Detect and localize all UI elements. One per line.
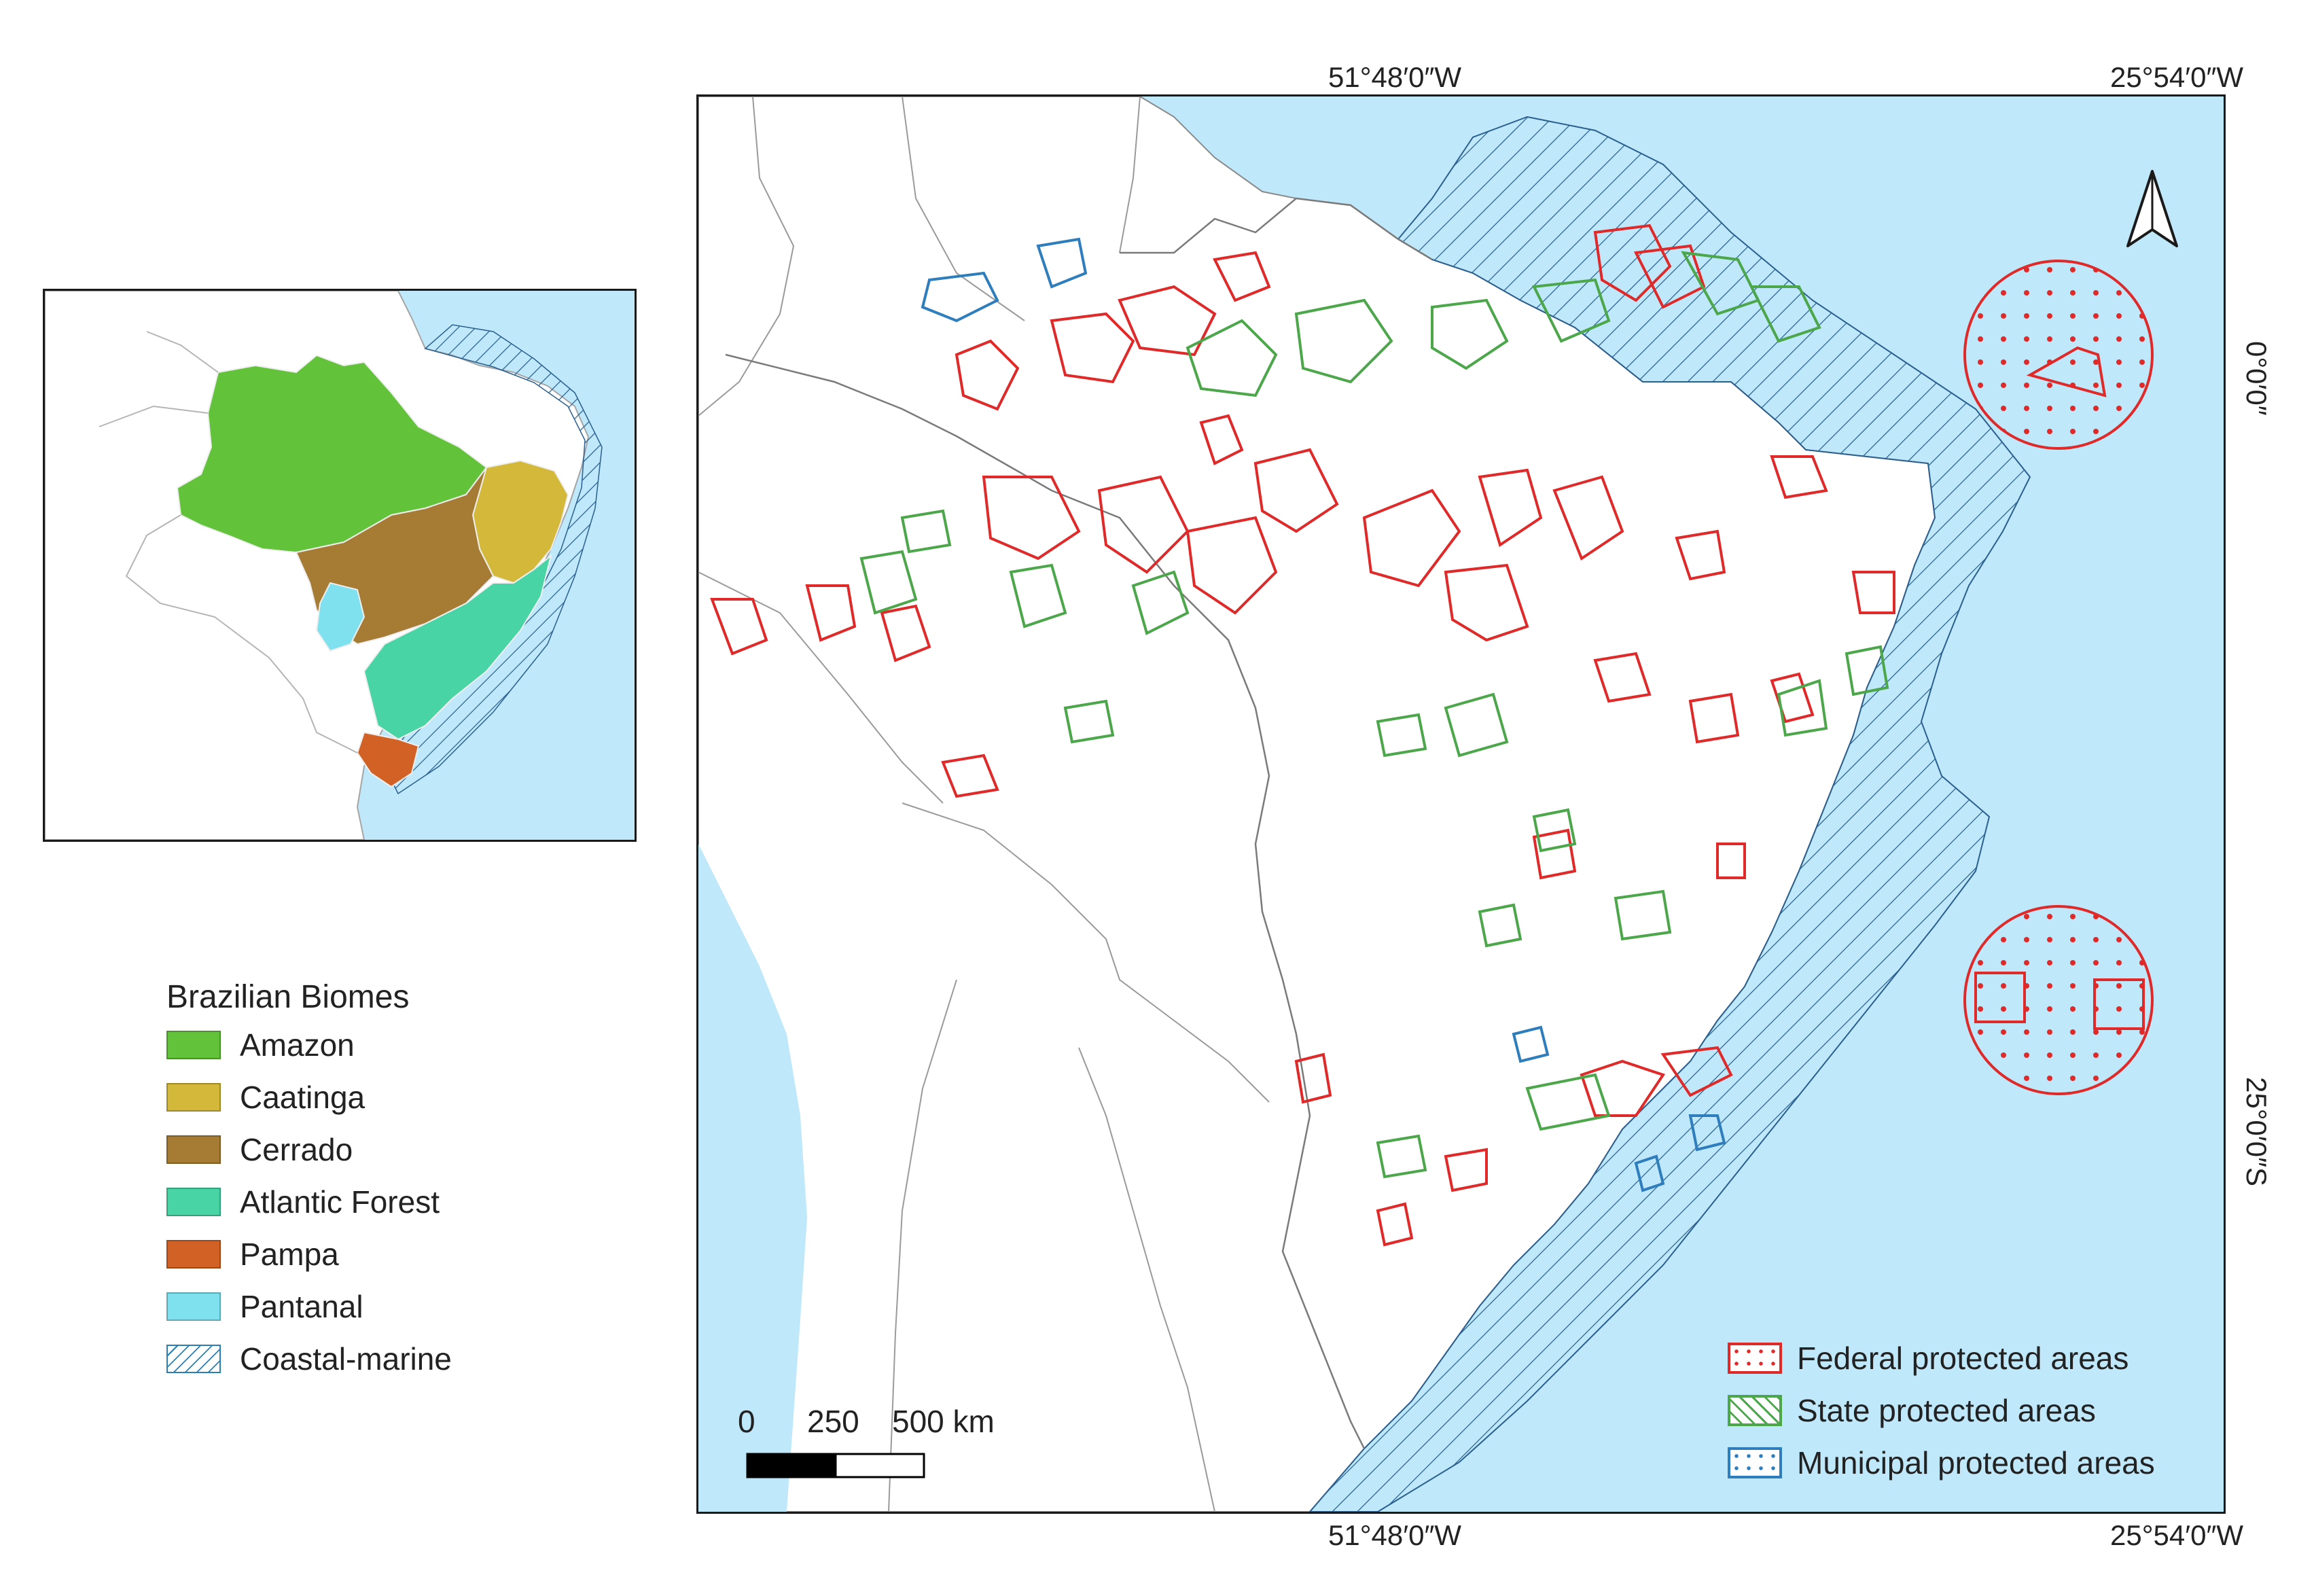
- inset-pantanal: [315, 582, 366, 652]
- biome-legend-label: Caatinga: [240, 1080, 366, 1115]
- biome-swatch: [166, 1083, 221, 1112]
- protected-area-legend-label: Federal protected areas: [1797, 1341, 2129, 1376]
- scale-tick-250: 250: [807, 1404, 859, 1439]
- biome-legend-label: Pampa: [240, 1237, 339, 1272]
- scale-tick-0: 0: [738, 1404, 755, 1439]
- biome-legend-item: Atlantic Forest: [166, 1182, 440, 1222]
- federal-protected-areas: [710, 224, 1895, 1247]
- protected-area-legend-item: Municipal protected areas: [1728, 1444, 2155, 1481]
- main-pacific: [698, 844, 807, 1512]
- protected-area-legend-item: State protected areas: [1728, 1392, 2096, 1429]
- biome-swatch: [166, 1240, 221, 1269]
- protected-area-legend-label: Municipal protected areas: [1797, 1445, 2155, 1480]
- inset-pampa: [356, 731, 420, 788]
- main-country-borders: [698, 96, 1270, 1512]
- coord-top-right-lon: 25°54′0″W: [2110, 61, 2243, 93]
- island-inset-north: [1963, 260, 2154, 450]
- protected-area-legend-item: Federal protected areas: [1728, 1340, 2128, 1377]
- biome-legend-label: Cerrado: [240, 1132, 353, 1167]
- biome-legend-title: Brazilian Biomes: [166, 979, 410, 1015]
- protected-area-swatch: [1728, 1447, 1782, 1478]
- biome-legend-item: Amazon: [166, 1025, 355, 1065]
- biome-legend-item: Pantanal: [166, 1286, 363, 1327]
- main-map-svg: [698, 96, 2224, 1512]
- biome-swatch: [166, 1345, 221, 1373]
- protected-area-swatch: [1728, 1395, 1782, 1426]
- biome-legend-item: Pampa: [166, 1234, 339, 1275]
- state-protected-areas: [859, 251, 1889, 1179]
- biome-swatch: [166, 1135, 221, 1164]
- coord-bottom-right-lon: 25°54′0″W: [2110, 1519, 2243, 1551]
- municipal-protected-areas: [921, 237, 1726, 1192]
- coord-top-left-lon: 51°48′0″W: [1328, 61, 1461, 93]
- biome-legend-label: Amazon: [240, 1027, 355, 1063]
- protected-area-legend-label: State protected areas: [1797, 1393, 2096, 1428]
- coord-right-top-lat: 0°0′0″: [2241, 341, 2273, 416]
- coord-bottom-left-lon: 51°48′0″W: [1328, 1519, 1461, 1551]
- scale-tick-500: 500 km: [892, 1404, 995, 1439]
- island-inset-south: [1963, 905, 2154, 1095]
- biome-swatch: [166, 1188, 221, 1216]
- coord-right-bottom-lat: 25°0′0″S: [2241, 1077, 2273, 1186]
- biome-swatch: [166, 1031, 221, 1059]
- biome-legend-item: Cerrado: [166, 1129, 353, 1170]
- inset-country-borders: [99, 331, 358, 753]
- north-arrow-icon: [2126, 170, 2178, 247]
- main-protected-areas-map: 0 250 500 km Federal protected areas Stat…: [696, 94, 2226, 1514]
- biome-swatch: [166, 1292, 221, 1321]
- biome-legend-label: Pantanal: [240, 1289, 363, 1324]
- biome-legend-label: Atlantic Forest: [240, 1184, 440, 1220]
- brazil-outline: [725, 197, 1433, 1449]
- biome-legend-label: Coastal-marine: [240, 1341, 452, 1377]
- inset-biome-map: [43, 289, 637, 842]
- inset-map-svg: [45, 291, 635, 840]
- scale-bar: [746, 1453, 925, 1478]
- biome-legend-item: Coastal-marine: [166, 1338, 452, 1379]
- protected-area-swatch: [1728, 1343, 1782, 1374]
- biome-legend-item: Caatinga: [166, 1077, 365, 1118]
